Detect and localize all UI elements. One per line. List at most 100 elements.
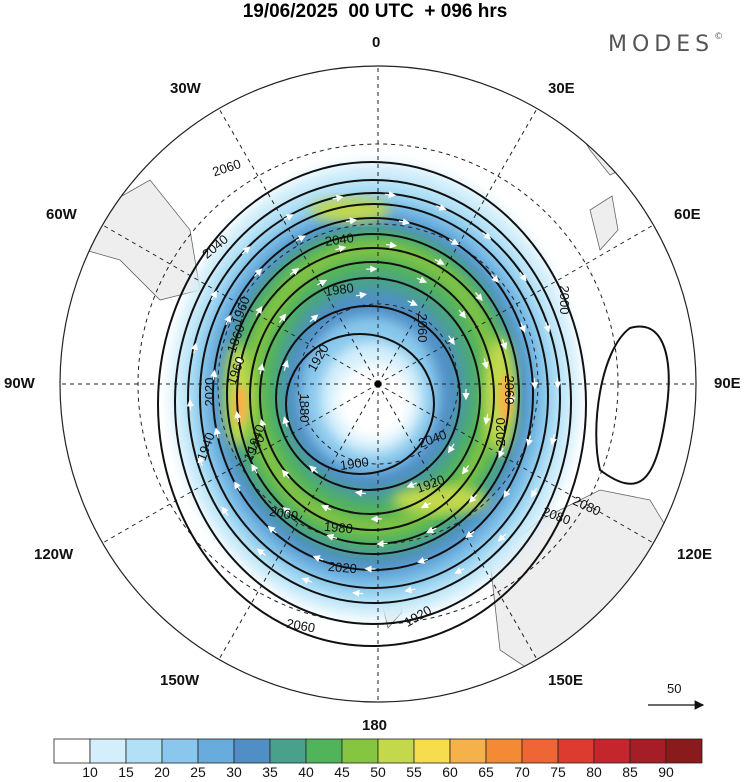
lon-label-150e: 150E xyxy=(548,672,584,689)
colorbar-label: 15 xyxy=(118,764,134,780)
wind-arrow xyxy=(490,274,499,283)
colorbar-swatch xyxy=(593,738,631,764)
wind-arrow xyxy=(531,487,538,498)
wind-arrow xyxy=(345,217,358,225)
wind-arrow xyxy=(407,299,418,306)
lon-label-120e: 120E xyxy=(677,546,713,563)
lon-label-60w: 60W xyxy=(46,206,77,223)
wind-arrow xyxy=(503,488,511,498)
colorbar-label: 10 xyxy=(82,764,98,780)
wind-arrow xyxy=(483,413,491,425)
colorbar-swatch xyxy=(485,738,523,764)
geopotential-contour xyxy=(285,333,435,475)
reference-vector-label: 50 xyxy=(667,681,682,696)
wind-arrow xyxy=(497,533,507,542)
wind-arrow xyxy=(352,589,364,597)
geopotential-contour-closed xyxy=(595,325,670,485)
wind-arrow xyxy=(448,443,455,454)
contour-label: 2000 xyxy=(557,286,572,315)
lon-label-90w: 90W xyxy=(4,375,35,392)
wind-arrow xyxy=(224,314,231,326)
wind-arrow xyxy=(519,322,526,333)
brand-name: MODES xyxy=(608,32,715,57)
wind-arrow xyxy=(447,335,455,346)
colorbar-label: 75 xyxy=(550,764,566,780)
wind-arrow xyxy=(186,399,194,411)
colorbar-swatch xyxy=(89,738,127,764)
wind-arrow xyxy=(259,418,267,430)
wind-arrow xyxy=(420,501,432,509)
colorbar-label: 60 xyxy=(442,764,458,780)
meridian-line xyxy=(212,383,379,671)
geopotential-contour xyxy=(174,179,572,625)
lon-label-90e: 90E xyxy=(714,375,741,392)
meridian-line xyxy=(212,97,379,385)
colorbar-label: 40 xyxy=(298,764,314,780)
geopotential-contour xyxy=(236,247,510,545)
colorbar-swatch xyxy=(413,738,451,764)
wind-arrow xyxy=(543,321,551,333)
wind-arrow xyxy=(475,292,483,302)
lon-label-150w: 150W xyxy=(160,672,200,689)
wind-arrow xyxy=(282,416,290,428)
geopotential-contour xyxy=(249,261,495,531)
colorbar-label: 20 xyxy=(154,764,170,780)
wind-arrow xyxy=(519,272,527,282)
wind-arrow xyxy=(417,556,428,564)
brand-mark: © xyxy=(714,32,724,42)
madagascar-land xyxy=(589,195,619,251)
wind-arrow xyxy=(253,268,263,277)
wind-arrow xyxy=(301,577,313,585)
wind-arrow xyxy=(197,455,205,467)
wind-arrow xyxy=(235,355,243,367)
contour-label: 1980 xyxy=(324,280,355,299)
wind-arrow xyxy=(251,463,259,474)
wind-arrow xyxy=(278,313,287,323)
wind-arrow xyxy=(416,276,428,283)
wind-arrow xyxy=(376,540,388,548)
wind-arrow xyxy=(426,526,437,534)
geopotential-contour xyxy=(157,161,587,647)
wind-arrow xyxy=(465,530,475,539)
geopotential-contour xyxy=(275,305,461,491)
wind-arrow xyxy=(191,342,199,354)
colorbar-label: 55 xyxy=(406,764,422,780)
lon-label-0: 0 xyxy=(372,34,381,51)
wind-arrow xyxy=(221,506,229,516)
brand-logo: MODES© xyxy=(608,32,723,57)
colorbar-swatch xyxy=(629,738,667,764)
geopotential-contour xyxy=(212,217,534,571)
wind-arrow xyxy=(257,363,265,375)
wind-arrow xyxy=(454,567,465,574)
wind-arrow xyxy=(312,555,324,562)
wind-arrow xyxy=(332,194,344,202)
wind-arrow xyxy=(326,533,338,541)
wind-arrow xyxy=(554,377,562,389)
wind-arrow xyxy=(234,410,242,423)
colorbar-swatch xyxy=(557,738,595,764)
lon-label-30w: 30W xyxy=(170,80,201,97)
contour-label: 2020 xyxy=(202,378,217,407)
colorbar-swatch xyxy=(305,738,343,764)
wind-arrow xyxy=(283,214,294,221)
geopotential-contour xyxy=(199,203,549,589)
lon-label-120w: 120W xyxy=(34,546,74,563)
wind-arrow xyxy=(434,258,445,265)
wind-arrow xyxy=(289,268,300,276)
wind-arrow xyxy=(482,232,492,240)
wind-arrow xyxy=(354,489,366,497)
map-title: 19/06/2025 00 UTC + 096 hrs xyxy=(242,1,508,22)
contour-label: 2020 xyxy=(493,418,508,447)
wind-arrow xyxy=(281,359,289,371)
wind-arrow xyxy=(481,358,489,370)
meridian-line xyxy=(91,383,379,550)
lon-label-180: 180 xyxy=(362,717,388,734)
geopotential-contour xyxy=(226,233,520,555)
wind-speed-shading xyxy=(170,162,580,618)
colorbar-label: 45 xyxy=(334,764,350,780)
colorbar-swatch xyxy=(269,738,307,764)
wind-arrow xyxy=(398,218,410,226)
colorbar-swatch xyxy=(53,738,91,764)
geopotential-contour xyxy=(259,277,481,515)
